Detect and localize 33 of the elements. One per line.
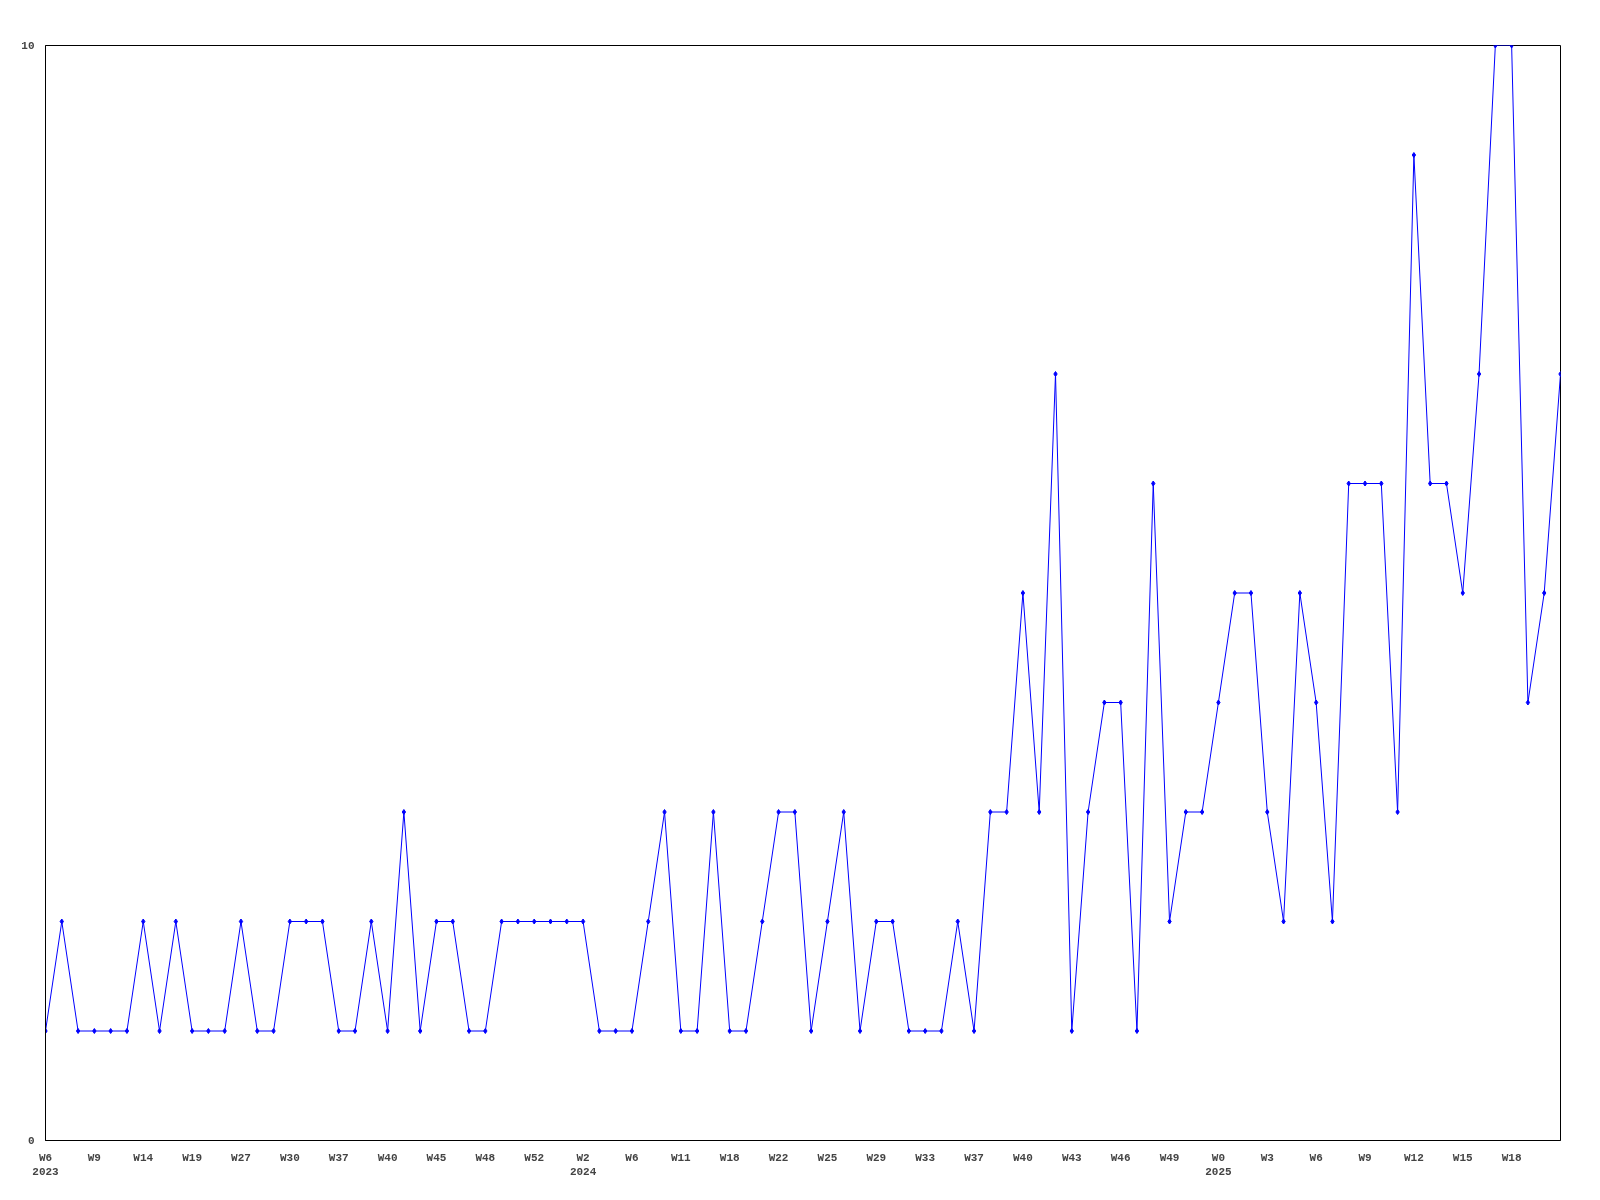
x-tick-label: W29 bbox=[866, 1151, 887, 1164]
x-tick-label: W2 2024 bbox=[569, 1151, 597, 1178]
y-tick-label: 10 bbox=[21, 40, 35, 52]
x-tick-label: W11 bbox=[670, 1151, 692, 1164]
x-tick-label: W6 bbox=[1309, 1151, 1323, 1164]
x-tick-label: W6 bbox=[625, 1151, 639, 1164]
x-tick-label: W9 bbox=[87, 1151, 101, 1164]
x-tick-label: W37 bbox=[964, 1151, 984, 1164]
x-tick-label: W37 bbox=[328, 1151, 349, 1164]
x-tick-label: W25 bbox=[817, 1151, 838, 1164]
x-tick-label: W15 bbox=[1452, 1151, 1474, 1164]
x-tick-label: W52 bbox=[524, 1151, 545, 1164]
x-tick-label: W48 bbox=[475, 1151, 496, 1164]
x-tick-label: W46 bbox=[1110, 1151, 1131, 1164]
x-tick-label: W49 bbox=[1159, 1151, 1180, 1164]
x-tick-label: W30 bbox=[279, 1151, 300, 1164]
x-tick-label: W19 bbox=[182, 1151, 203, 1164]
x-tick-label: W43 bbox=[1061, 1151, 1083, 1164]
x-tick-label: W33 bbox=[915, 1151, 936, 1164]
x-tick-label: W27 bbox=[231, 1151, 251, 1164]
x-tick-label: W14 bbox=[133, 1151, 154, 1164]
x-tick-label: W9 bbox=[1358, 1151, 1372, 1164]
x-tick-label: W0 2025 bbox=[1205, 1151, 1232, 1178]
x-tick-label: W6 2023 bbox=[32, 1151, 60, 1178]
x-tick-label: W22 bbox=[768, 1151, 789, 1164]
x-tick-label: W3 bbox=[1260, 1151, 1275, 1164]
x-tick-label: W40 bbox=[377, 1151, 398, 1164]
x-tick-label: W18 bbox=[1501, 1151, 1522, 1164]
x-tick-label: W18 bbox=[719, 1151, 740, 1164]
x-tick-label: W40 bbox=[1013, 1151, 1033, 1164]
y-tick-label: 0 bbox=[27, 1135, 35, 1147]
x-tick-label: W12 bbox=[1403, 1151, 1424, 1164]
x-tick-label: W45 bbox=[426, 1151, 447, 1164]
